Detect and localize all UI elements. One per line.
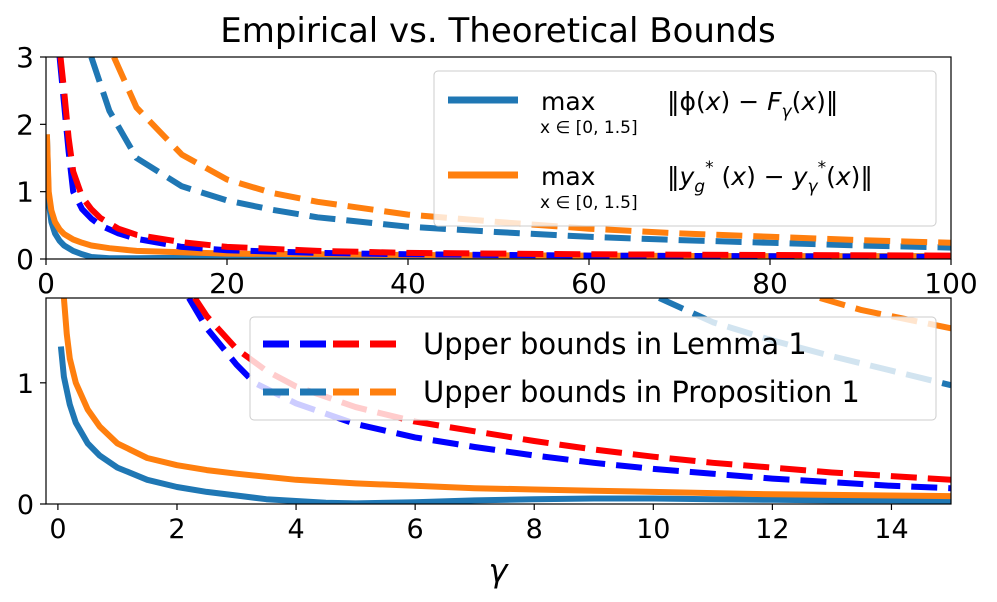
bottom-panel: 0 2 4 6 8 10 12 14 0 1 Upper bounds in Lemma 1 Up… xyxy=(17,297,952,590)
bottom-ytick-label: 1 xyxy=(17,369,34,400)
bottom-xtick-label: 14 xyxy=(874,514,908,545)
top-panel: Empirical vs. Theoretical Bounds 0 20 40 60… xyxy=(16,11,978,300)
top-series-lemma-red-line xyxy=(57,57,951,259)
top-xtick-label: 60 xyxy=(571,267,607,300)
bottom-axes-frame xyxy=(45,297,952,505)
top-plot-area xyxy=(46,57,951,259)
bottom-xtick-label: 10 xyxy=(636,514,670,545)
top-ytick-label: 2 xyxy=(16,108,34,141)
legend-sub-2: x ∈ [0, 1.5] xyxy=(540,193,638,213)
bottom-xtick-label: 4 xyxy=(287,514,304,545)
bottom-xlabel: γ xyxy=(489,552,510,590)
bottom-series-yg-line xyxy=(60,298,951,500)
bottom-legend-box xyxy=(249,316,937,421)
legend-max-word-2: max xyxy=(541,162,595,191)
bottom-ytick-label: 0 xyxy=(17,490,34,521)
top-ytick-label: 1 xyxy=(16,176,34,209)
bottom-series-phi-line xyxy=(57,346,951,504)
top-series-prop-orange-line xyxy=(111,57,951,246)
top-xtick-label: 20 xyxy=(209,267,245,300)
bottom-series-lemma-blue-line xyxy=(186,298,951,492)
bottom-legend: Upper bounds in Lemma 1 Upper bounds in … xyxy=(249,316,937,421)
top-axes-frame xyxy=(45,56,952,260)
top-legend: max x ∈ [0, 1.5] ‖ϕ(x) − Fγ(x)‖ max x ∈ … xyxy=(433,70,937,227)
legend-text-yg: ‖yg* (x) − yγ*(x)‖ xyxy=(667,158,873,197)
bottom-xtick-label: 8 xyxy=(526,514,543,545)
top-xtick-label: 0 xyxy=(37,267,55,300)
top-ytick-label: 3 xyxy=(16,41,34,74)
top-xtick-label: 80 xyxy=(752,267,788,300)
legend-text-lemma: Upper bounds in Lemma 1 xyxy=(423,327,807,361)
legend-max-word-1: max xyxy=(541,87,595,116)
legend-text-phi: ‖ϕ(x) − Fγ(x)‖ xyxy=(667,87,838,122)
bottom-axis-ticks: 0 2 4 6 8 10 12 14 0 1 xyxy=(17,369,909,545)
bottom-xtick-label: 0 xyxy=(49,514,66,545)
top-ytick-label: 0 xyxy=(16,243,34,276)
bottom-xtick-label: 2 xyxy=(168,514,185,545)
legend-sub-1: x ∈ [0, 1.5] xyxy=(540,118,638,138)
bottom-xtick-label: 6 xyxy=(407,514,424,545)
top-legend-box xyxy=(433,70,937,227)
top-title: Empirical vs. Theoretical Bounds xyxy=(220,11,776,51)
top-xtick-label: 40 xyxy=(390,267,426,300)
top-xtick-label: 100 xyxy=(924,267,977,300)
top-axis-ticks: 0 20 40 60 80 100 0 1 2 3 xyxy=(16,41,978,300)
bottom-xtick-label: 12 xyxy=(755,514,789,545)
legend-text-proposition: Upper bounds in Proposition 1 xyxy=(423,375,860,409)
top-series-prop-blue-line xyxy=(88,57,951,251)
